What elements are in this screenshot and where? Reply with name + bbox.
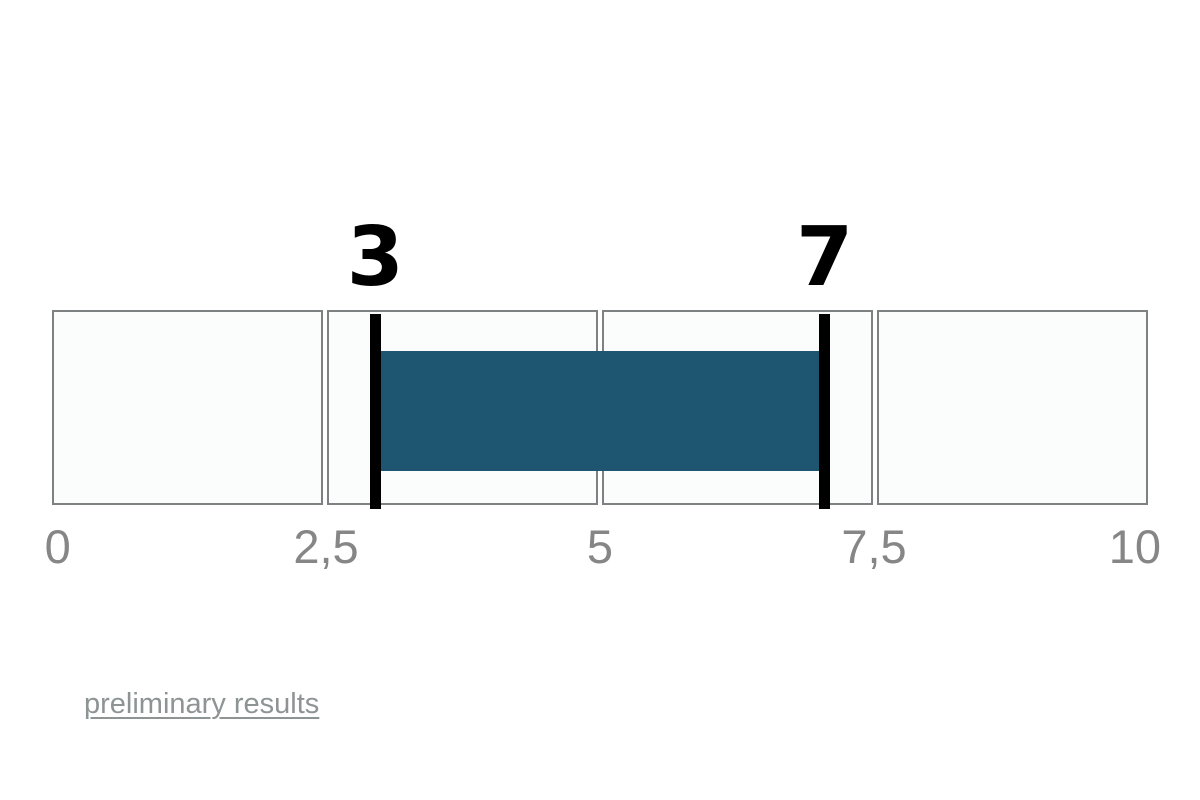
scale-segment (877, 310, 1148, 505)
range-chart-track: 3 7 0 2,5 5 7,5 10 (45, 217, 1161, 571)
axis-tick-label: 0 (44, 520, 71, 573)
range-end-value-label: 7 (796, 210, 854, 305)
range-start-value-label: 3 (346, 210, 404, 305)
axis-tick-label: 10 (1108, 520, 1162, 573)
axis-tick-label: 2,5 (293, 520, 359, 573)
axis-tick-labels: 0 2,5 5 7,5 10 (45, 520, 1161, 583)
selected-range-bar (380, 351, 820, 471)
axis-tick-label: 5 (586, 520, 614, 573)
range-end-marker (819, 314, 831, 509)
axis-tick-label: 7,5 (841, 520, 907, 573)
scale-segment (52, 310, 323, 505)
preliminary-results-link[interactable]: preliminary results (84, 688, 320, 720)
range-start-marker (369, 314, 381, 509)
